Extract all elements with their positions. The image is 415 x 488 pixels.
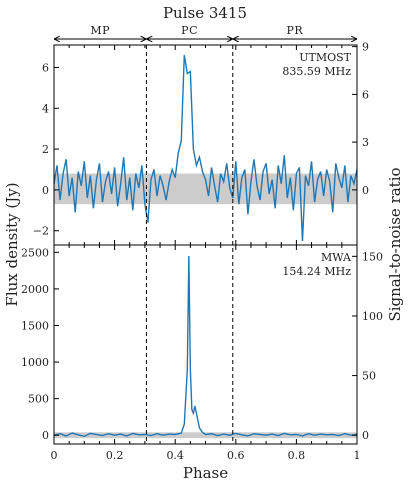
utmost-profile-line <box>53 55 358 241</box>
phase-regions: MP PC PR <box>55 24 356 39</box>
top-ytick-left-label-2: 2 <box>42 143 49 156</box>
bot-ytick-right-label-1: 50 <box>362 370 376 383</box>
region-label-mp: MP <box>90 24 110 37</box>
bottom-panel-frame <box>53 244 358 445</box>
bot-ytick-left-label-1: 500 <box>28 393 49 406</box>
bot-ytick-left-label-4: 2000 <box>21 283 49 296</box>
x-axis-label: Phase <box>183 464 228 482</box>
xtick-label-2: 0.4 <box>166 449 184 462</box>
region-boundaries <box>145 45 234 444</box>
top-ytick-left-label-1: 0 <box>42 184 49 197</box>
region-label-pc: PC <box>181 24 198 37</box>
top-ytick-right-label-1: 3 <box>362 136 369 149</box>
bot-ytick-left-label-5: 2500 <box>21 246 49 259</box>
top-ytick-right-label-0: 0 <box>362 184 369 197</box>
xtick-label-4: 0.8 <box>288 449 306 462</box>
xtick-label-1: 0.2 <box>106 449 124 462</box>
top-ytick-right-label-3: 9 <box>362 41 369 54</box>
top-ytick-left-label-0: −2 <box>33 225 49 238</box>
xtick-label-3: 0.6 <box>227 449 245 462</box>
top-ytick-left-label-3: 4 <box>42 102 49 115</box>
xtick-label-5: 1 <box>354 449 361 462</box>
bottom-noise-band <box>54 432 357 439</box>
bot-ytick-left-label-2: 1000 <box>21 356 49 369</box>
top-ytick-left-label-4: 6 <box>42 61 49 74</box>
y-axis-label-right: Signal-to-noise ratio <box>386 167 404 321</box>
bot-ytick-left-label-0: 0 <box>42 429 49 442</box>
top-ytick-right-label-2: 6 <box>362 88 369 101</box>
bot-ytick-right-label-0: 0 <box>362 429 369 442</box>
chart-title: Pulse 3415 <box>163 4 247 22</box>
bot-ytick-right-label-2: 100 <box>362 310 383 323</box>
mwa-frequency: 154.24 MHz <box>282 265 351 278</box>
mwa-label: MWA <box>321 251 352 264</box>
bot-ytick-right-label-3: 150 <box>362 250 383 263</box>
region-label-pr: PR <box>287 24 304 37</box>
y-axis-label-left: Flux density (Jy) <box>3 182 21 306</box>
bot-ytick-left-label-3: 1500 <box>21 319 49 332</box>
mwa-profile-line <box>53 255 358 438</box>
utmost-frequency: 835.59 MHz <box>282 65 351 78</box>
utmost-panel: −2 0 2 4 6 0 3 6 9 UTMOST 835.59 MHz <box>33 41 369 246</box>
utmost-label: UTMOST <box>299 51 351 64</box>
xtick-label-0: 0 <box>51 449 58 462</box>
